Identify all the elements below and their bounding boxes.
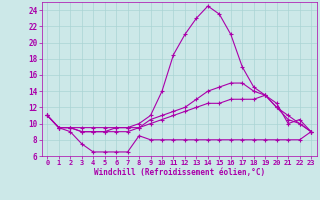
X-axis label: Windchill (Refroidissement éolien,°C): Windchill (Refroidissement éolien,°C) xyxy=(94,168,265,177)
